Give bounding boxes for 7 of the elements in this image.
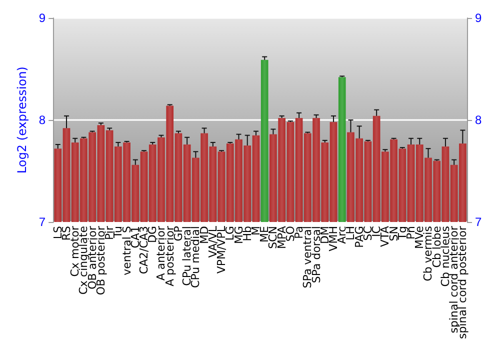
- y2-tick-label: 7: [475, 215, 482, 230]
- y2-tick-label: 8: [475, 113, 482, 128]
- y-axis-title: Log2 (expression): [15, 66, 29, 174]
- y-tick-label: 9: [38, 11, 46, 25]
- y-tick-label: 8: [38, 113, 46, 128]
- y2-tick-label: 9: [475, 11, 482, 25]
- y-tick-label: 7: [38, 215, 46, 230]
